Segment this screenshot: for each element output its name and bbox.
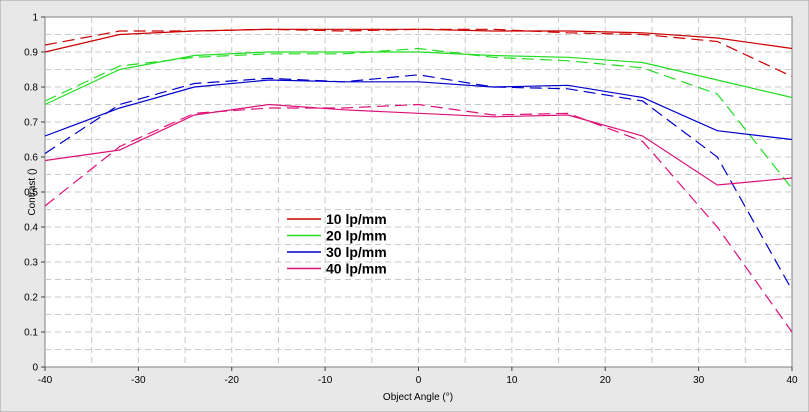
legend-label: 40 lp/mm xyxy=(326,261,387,277)
x-tick-label: -40 xyxy=(38,375,53,386)
y-tick-label: 0.8 xyxy=(24,83,38,94)
legend-label: 10 lp/mm xyxy=(326,211,387,227)
series-line-dashed xyxy=(44,47,793,189)
series-line-solid xyxy=(44,103,793,186)
y-tick-label: 0.2 xyxy=(24,293,38,304)
series-line-dashed xyxy=(44,103,793,333)
y-axis-title: Contrast () xyxy=(27,168,38,215)
series-line-dashed xyxy=(44,74,793,291)
y-tick-label: 0.6 xyxy=(24,153,38,164)
y-tick-label: 1 xyxy=(32,13,38,24)
grid-lines xyxy=(45,17,792,367)
y-tick-label: 0.7 xyxy=(24,118,38,129)
x-tick-label: 10 xyxy=(506,375,518,386)
legend-label: 20 lp/mm xyxy=(326,228,387,244)
x-tick-label: 40 xyxy=(786,375,798,386)
x-tick-label: -20 xyxy=(225,375,240,386)
series-line-solid xyxy=(44,79,793,141)
y-tick-label: 0.1 xyxy=(24,328,38,339)
legend-label: 30 lp/mm xyxy=(326,244,387,260)
y-tick-label: 0.3 xyxy=(24,258,38,269)
x-axis-title: Object Angle (°) xyxy=(383,392,453,403)
x-tick-label: -10 xyxy=(318,375,333,386)
x-tick-label: 30 xyxy=(693,375,705,386)
y-tick-label: 0.4 xyxy=(24,223,38,234)
series-line-solid xyxy=(44,28,793,53)
x-tick-label: 20 xyxy=(600,375,612,386)
y-tick-label: 0.5 xyxy=(24,188,38,199)
x-tick-label: 0 xyxy=(416,375,422,386)
y-tick-label: 0 xyxy=(32,363,38,374)
y-tick-label: 0.9 xyxy=(24,48,38,59)
series-lines xyxy=(44,28,793,333)
x-tick-label: -30 xyxy=(131,375,146,386)
axis-ticks: -40 -30 -20 -10 0 10 20 30 40 0 0.1 0.2 0.3 0.4 0.5 0.6… xyxy=(24,13,798,387)
